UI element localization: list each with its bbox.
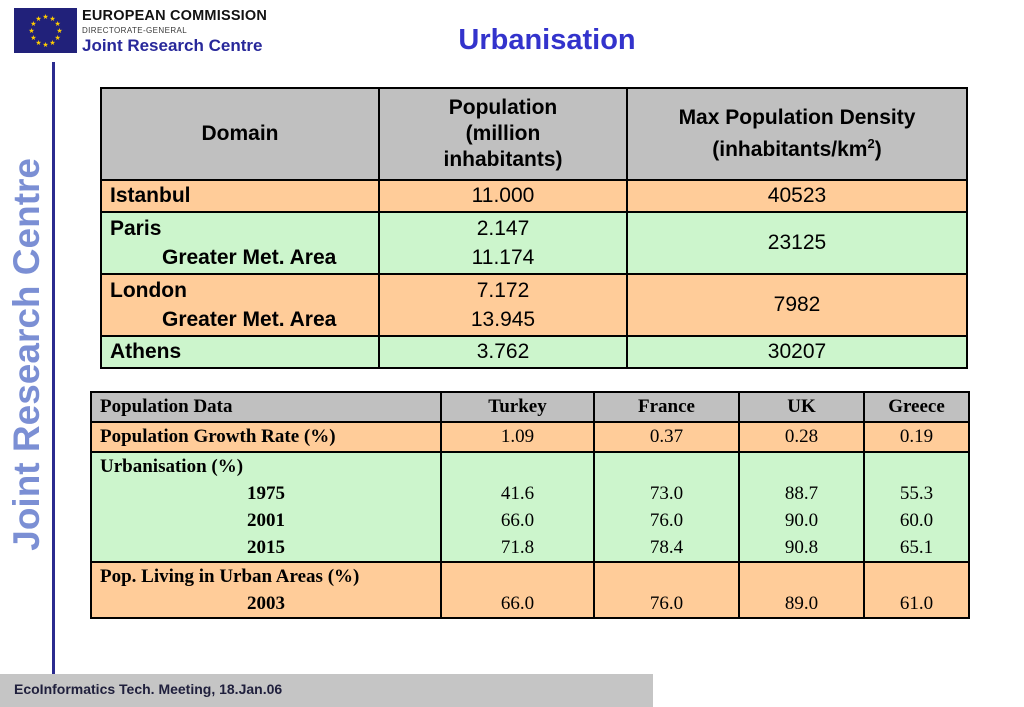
page-title: Urbanisation [458,24,636,56]
col-header-uk: UK [738,391,865,423]
eu-flag-icon: ★ ★ ★ ★ ★ ★ ★ ★ ★ ★ ★ ★ [14,8,77,53]
col-header-france: France [593,391,740,423]
urban-areas-turkey: 66.0 [440,561,595,619]
population-value: 7.172 13.945 [378,273,628,337]
svg-text:★: ★ [54,20,60,28]
col-header-turkey: Turkey [440,391,595,423]
svg-text:★: ★ [35,39,41,47]
svg-text:★: ★ [54,34,60,42]
svg-text:★: ★ [30,34,36,42]
row-label-urban-areas: Pop. Living in Urban Areas (%) 2003 [90,561,442,619]
logo-unit: Joint Research Centre [82,35,263,55]
city-subarea: Greater Met. Area [162,308,337,331]
growth-turkey: 1.09 [440,421,595,453]
footer-bar: EcoInformatics Tech. Meeting, 18.Jan.06 [0,674,653,707]
col-header-density: Max Population Density (inhabitants/km2) [626,87,968,181]
logo-org: EUROPEAN COMMISSION [82,8,268,24]
svg-text:★: ★ [28,27,34,35]
year-1975: 1975 [247,483,285,504]
city-population-table: Domain Population (million inhabitants) … [100,87,968,369]
population-value: 3.762 [378,335,628,369]
table-row-london: London Greater Met. Area 7.172 13.945 79… [100,273,968,337]
svg-text:★: ★ [42,41,48,49]
urbanisation-turkey: 41.6 66.0 71.8 [440,451,595,563]
logo-wordmark: EUROPEAN COMMISSION DIRECTORATE-GENERAL … [82,9,267,54]
table-row-paris: Paris Greater Met. Area 2.147 11.174 231… [100,211,968,275]
row-label-urbanisation: Urbanisation (%) 1975 2001 2015 [90,451,442,563]
city-name: London Greater Met. Area [100,273,380,337]
population-value: 2.147 11.174 [378,211,628,275]
urbanisation-greece: 55.3 60.0 65.1 [863,451,970,563]
density-value: 30207 [626,335,968,369]
svg-text:★: ★ [49,39,55,47]
city-name: Paris Greater Met. Area [100,211,380,275]
density-value: 7982 [626,273,968,337]
growth-france: 0.37 [593,421,740,453]
table-row-urban-areas: Pop. Living in Urban Areas (%) 2003 66.0… [90,561,970,619]
country-statistics-table: Population Data Turkey France UK Greece … [90,391,970,619]
svg-text:★: ★ [56,27,62,35]
city-name: Istanbul [100,179,380,213]
col-header-population: Population (million inhabitants) [378,87,628,181]
urban-areas-greece: 61.0 [863,561,970,619]
footer-meeting-text: EcoInformatics Tech. Meeting, 18.Jan.06 [14,681,283,697]
urban-areas-france: 76.0 [593,561,740,619]
col-header-domain: Domain [100,87,380,181]
table-row-istanbul: Istanbul 11.000 40523 [100,179,968,213]
svg-text:★: ★ [30,20,36,28]
logo-directorate: DIRECTORATE-GENERAL [82,25,188,35]
urbanisation-uk: 88.7 90.0 90.8 [738,451,865,563]
year-2003: 2003 [247,593,285,614]
city-subarea: Greater Met. Area [162,246,337,269]
growth-uk: 0.28 [738,421,865,453]
density-value: 40523 [626,179,968,213]
city-name: Athens [100,335,380,369]
density-value: 23125 [626,211,968,275]
table-row-athens: Athens 3.762 30207 [100,335,968,369]
row-label: Population Growth Rate (%) [90,421,442,453]
growth-greece: 0.19 [863,421,970,453]
urbanisation-france: 73.0 76.0 78.4 [593,451,740,563]
urban-areas-uk: 89.0 [738,561,865,619]
population-value: 11.000 [378,179,628,213]
svg-text:★: ★ [35,15,41,23]
year-2015: 2015 [247,537,285,558]
table-header-row: Domain Population (million inhabitants) … [100,87,968,181]
svg-text:★: ★ [42,13,48,21]
table-row-urbanisation: Urbanisation (%) 1975 2001 2015 41.6 66.… [90,451,970,563]
table-header-row: Population Data Turkey France UK Greece [90,391,970,423]
svg-text:★: ★ [49,15,55,23]
table-row-growth-rate: Population Growth Rate (%) 1.09 0.37 0.2… [90,421,970,453]
col-header-greece: Greece [863,391,970,423]
year-2001: 2001 [247,510,285,531]
col-header-population-data: Population Data [90,391,442,423]
sidebar-vertical-banner: Joint Research Centre [2,138,52,570]
sidebar-vertical-text: Joint Research Centre [6,157,47,551]
vertical-divider-line [52,62,55,674]
